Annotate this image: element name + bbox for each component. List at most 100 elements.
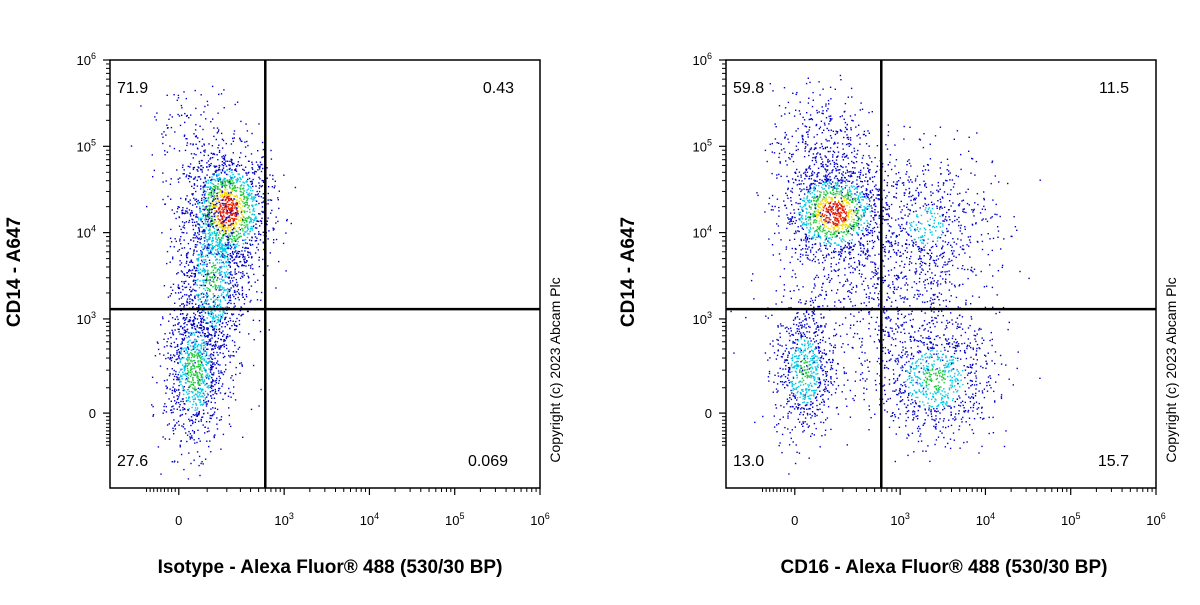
event-dot bbox=[828, 253, 829, 254]
event-dot bbox=[183, 273, 184, 274]
event-dot bbox=[223, 167, 224, 168]
event-dot bbox=[229, 185, 230, 186]
event-dot bbox=[200, 351, 201, 352]
event-dot bbox=[825, 291, 826, 292]
event-dot bbox=[819, 213, 820, 214]
event-dot bbox=[211, 310, 212, 311]
event-dot bbox=[226, 207, 227, 208]
y-tick-label: 106 bbox=[77, 51, 96, 68]
event-dot bbox=[239, 294, 240, 295]
event-dot bbox=[230, 192, 231, 193]
event-dot bbox=[188, 264, 189, 265]
event-dot bbox=[178, 396, 179, 397]
event-dot bbox=[214, 295, 215, 296]
event-dot bbox=[198, 382, 199, 383]
event-dot bbox=[816, 217, 817, 218]
event-dot bbox=[236, 199, 237, 200]
event-dot bbox=[191, 186, 192, 187]
event-dot bbox=[209, 212, 210, 213]
event-dot bbox=[792, 248, 793, 249]
event-dot bbox=[801, 189, 802, 190]
event-dot bbox=[193, 345, 194, 346]
event-dot bbox=[179, 394, 180, 395]
event-dot bbox=[238, 210, 239, 211]
event-dot bbox=[801, 221, 802, 222]
event-dot bbox=[202, 373, 203, 374]
event-dot bbox=[829, 228, 830, 229]
event-dot bbox=[230, 248, 231, 249]
event-dot bbox=[244, 222, 245, 223]
event-dot bbox=[203, 223, 204, 224]
event-dot bbox=[211, 281, 212, 282]
event-dot bbox=[204, 155, 205, 156]
event-dot bbox=[230, 255, 231, 256]
event-dot bbox=[204, 151, 205, 152]
event-dot bbox=[218, 370, 219, 371]
event-dot bbox=[232, 251, 233, 252]
event-dot bbox=[191, 381, 192, 382]
event-dot bbox=[245, 167, 246, 168]
event-dot bbox=[244, 202, 245, 203]
event-dot bbox=[180, 410, 181, 411]
event-dot bbox=[258, 231, 259, 232]
event-dot bbox=[202, 332, 203, 333]
event-dot bbox=[233, 163, 234, 164]
event-dot bbox=[198, 337, 199, 338]
event-dot bbox=[208, 224, 209, 225]
event-dot bbox=[826, 215, 827, 216]
event-dot bbox=[238, 297, 239, 298]
event-dot bbox=[837, 188, 838, 189]
event-dot bbox=[190, 352, 191, 353]
event-dot bbox=[220, 319, 221, 320]
event-dot bbox=[255, 186, 256, 187]
event-dot bbox=[208, 233, 209, 234]
event-dot bbox=[246, 221, 247, 222]
event-dot bbox=[196, 409, 197, 410]
event-dot bbox=[173, 94, 174, 95]
event-dot bbox=[197, 326, 198, 327]
event-dot bbox=[211, 266, 212, 267]
event-dot bbox=[174, 342, 175, 343]
event-dot bbox=[182, 398, 183, 399]
event-dot bbox=[230, 225, 231, 226]
event-dot bbox=[211, 221, 212, 222]
event-dot bbox=[243, 217, 244, 218]
event-dot bbox=[228, 194, 229, 195]
event-dot bbox=[811, 173, 812, 174]
event-dot bbox=[222, 323, 223, 324]
event-dot bbox=[219, 208, 220, 209]
event-dot bbox=[247, 199, 248, 200]
event-dot bbox=[273, 242, 274, 243]
event-dot bbox=[257, 299, 258, 300]
event-dot bbox=[186, 253, 187, 254]
event-dot bbox=[285, 270, 286, 271]
event-dot bbox=[865, 177, 866, 178]
event-dot bbox=[256, 204, 257, 205]
event-dot bbox=[872, 240, 873, 241]
event-dot bbox=[188, 354, 189, 355]
event-dot bbox=[179, 392, 180, 393]
event-dot bbox=[242, 182, 243, 183]
event-dot bbox=[802, 223, 803, 224]
event-dot bbox=[246, 192, 247, 193]
event-dot bbox=[780, 162, 781, 163]
event-dot bbox=[206, 364, 207, 365]
event-dot bbox=[170, 199, 171, 200]
event-dot bbox=[184, 408, 185, 409]
event-dot bbox=[214, 208, 215, 209]
event-dot bbox=[226, 348, 227, 349]
event-dot bbox=[841, 177, 842, 178]
event-dot bbox=[176, 273, 177, 274]
event-dot bbox=[177, 287, 178, 288]
event-dot bbox=[825, 190, 826, 191]
event-dot bbox=[180, 415, 181, 416]
event-dot bbox=[816, 211, 817, 212]
event-dot bbox=[181, 297, 182, 298]
event-dot bbox=[206, 266, 207, 267]
event-dot bbox=[213, 293, 214, 294]
event-dot bbox=[833, 217, 834, 218]
event-dot bbox=[215, 408, 216, 409]
event-dot bbox=[216, 154, 217, 155]
event-dot bbox=[205, 198, 206, 199]
event-dot bbox=[203, 424, 204, 425]
